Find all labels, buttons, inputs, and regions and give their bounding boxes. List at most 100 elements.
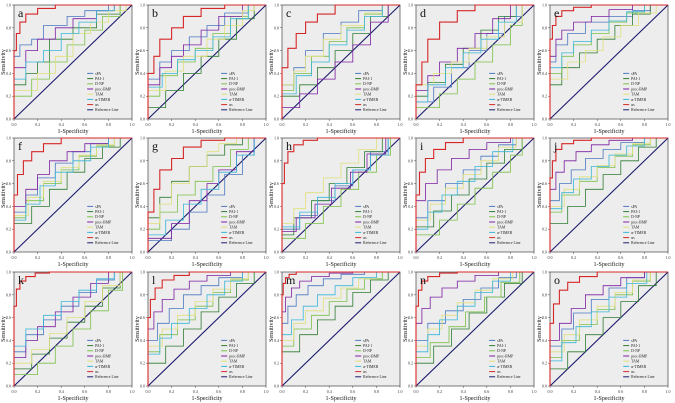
legend-entry: TAM <box>631 93 640 97</box>
roc-curve-TAM <box>549 271 668 386</box>
legend-entry: PAI-1 <box>95 344 104 348</box>
x-tick-label: 0.2 <box>437 389 442 394</box>
x-tick-label: 0.2 <box>35 122 40 127</box>
y-tick-label: 0.6 <box>140 181 145 186</box>
legend-entry: αs <box>229 103 233 107</box>
y-tick-label: 0.6 <box>408 48 413 53</box>
legend-entry: αs <box>497 236 501 240</box>
legend-entry: α-TIMER <box>229 365 245 369</box>
legend-entry: TAM <box>229 360 238 364</box>
y-tick-label: 0.2 <box>542 94 547 99</box>
x-tick-label: 0.8 <box>106 255 111 260</box>
roc-curve-α-TIMER <box>147 271 266 386</box>
y-tick-label: 0.2 <box>6 94 11 99</box>
x-tick-label: 0.2 <box>35 389 40 394</box>
x-tick-label: 0.2 <box>571 389 576 394</box>
legend-entry: TAM <box>229 93 238 97</box>
y-tick-label: 0.2 <box>6 227 11 232</box>
y-tick-label: 0.6 <box>408 181 413 186</box>
x-tick-label: 0.2 <box>571 122 576 127</box>
x-tick-label: 1.0 <box>264 122 269 127</box>
y-tick-label: 0.0 <box>542 250 547 255</box>
x-axis-label: 1-Specificity <box>594 128 625 135</box>
y-tick-label: 0.6 <box>542 181 547 186</box>
legend-entry: sPA <box>631 205 637 209</box>
x-tick-label: 0.0 <box>414 255 419 260</box>
x-tick-label: 0.4 <box>193 389 198 394</box>
panel-label: e <box>554 6 559 20</box>
x-axis-label: 1-Specificity <box>326 261 357 268</box>
y-tick-label: 0.4 <box>274 204 279 209</box>
roc-panel-l: 0.00.0 0.2 0.2 0.4 0.4 0.6 0.6 0.8 0.8 1.0 1.0 l sPA… <box>135 270 269 403</box>
roc-curve-proc-BMP <box>13 137 132 252</box>
x-tick-label: 0.4 <box>59 255 64 260</box>
roc-curve-TAM <box>415 137 534 252</box>
legend-entry: αs <box>497 103 501 107</box>
roc-panel-i: 0.00.0 0.2 0.2 0.4 0.4 0.6 0.6 0.8 0.8 1.0 1.0 i sPA… <box>403 136 537 269</box>
x-tick-label: 0.6 <box>618 122 623 127</box>
legend-entry: Reference Line <box>363 241 387 245</box>
panel-label: h <box>286 139 292 153</box>
x-tick-label: 0.0 <box>280 122 285 127</box>
x-tick-label: 0.8 <box>106 389 111 394</box>
reference-line <box>549 271 669 387</box>
legend-entry: sPA <box>631 339 637 343</box>
roc-curve-PAI-1 <box>549 271 668 386</box>
legend-entry: α-TIMER <box>95 365 111 369</box>
legend-entry: sPA <box>363 205 369 209</box>
y-tick-label: 0.0 <box>140 384 145 389</box>
roc-curve-αs <box>415 271 534 386</box>
x-tick-label: 0.2 <box>303 122 308 127</box>
y-tick-label: 0.4 <box>408 204 413 209</box>
roc-curve-α-TIMER <box>549 137 668 252</box>
y-tick-label: 0.2 <box>408 227 413 232</box>
y-axis-label: Sensitivity <box>135 49 141 75</box>
roc-panel-f: 0.00.0 0.2 0.2 0.4 0.4 0.6 0.6 0.8 0.8 1.0 1.0 f sPA… <box>1 136 135 269</box>
y-tick-label: 0.6 <box>140 315 145 320</box>
x-tick-label: 0.0 <box>12 122 17 127</box>
roc-curve-αs <box>147 137 266 252</box>
legend-entry: proc-BMP <box>631 220 647 224</box>
roc-curve-αs <box>13 271 132 386</box>
x-tick-label: 0.0 <box>414 389 419 394</box>
y-axis-label: Sensitivity <box>1 316 7 342</box>
x-tick-label: 0.4 <box>461 122 466 127</box>
legend-entry: TAM <box>363 226 372 230</box>
x-tick-label: 0.0 <box>12 255 17 260</box>
legend-entry: D-NP <box>497 82 506 86</box>
roc-curve-αs <box>281 271 400 386</box>
x-tick-label: 0.4 <box>59 389 64 394</box>
x-tick-label: 0.6 <box>618 389 623 394</box>
panel-label: k <box>18 273 24 287</box>
y-tick-label: 1.0 <box>274 3 279 8</box>
legend-entry: αs <box>363 103 367 107</box>
reference-line <box>13 4 133 120</box>
legend-entry: αs <box>229 236 233 240</box>
legend-entry: proc-BMP <box>363 220 379 224</box>
x-axis-label: 1-Specificity <box>326 128 357 135</box>
legend-entry: TAM <box>631 226 640 230</box>
y-axis-label: Sensitivity <box>403 182 409 208</box>
roc-curve-PAI-1 <box>415 271 534 386</box>
y-axis-label: Sensitivity <box>403 316 409 342</box>
x-tick-label: 1.0 <box>666 122 671 127</box>
legend-entry: TAM <box>631 360 640 364</box>
legend-entry: D-NP <box>95 215 104 219</box>
panel-label: f <box>18 139 22 153</box>
x-tick-label: 0.8 <box>642 389 647 394</box>
legend-entry: sPA <box>631 72 637 76</box>
roc-curve-D-NP <box>415 4 534 119</box>
x-tick-label: 1.0 <box>264 389 269 394</box>
x-tick-label: 0.2 <box>35 255 40 260</box>
x-tick-label: 0.6 <box>350 122 355 127</box>
x-tick-label: 1.0 <box>130 255 135 260</box>
y-tick-label: 0.2 <box>140 227 145 232</box>
roc-curve-α-TIMER <box>415 271 534 386</box>
x-axis-label: 1-Specificity <box>460 395 491 402</box>
x-tick-label: 1.0 <box>532 255 537 260</box>
y-axis-label: Sensitivity <box>269 316 275 342</box>
x-tick-label: 0.8 <box>508 255 513 260</box>
x-tick-label: 1.0 <box>532 389 537 394</box>
reference-line <box>281 271 401 387</box>
